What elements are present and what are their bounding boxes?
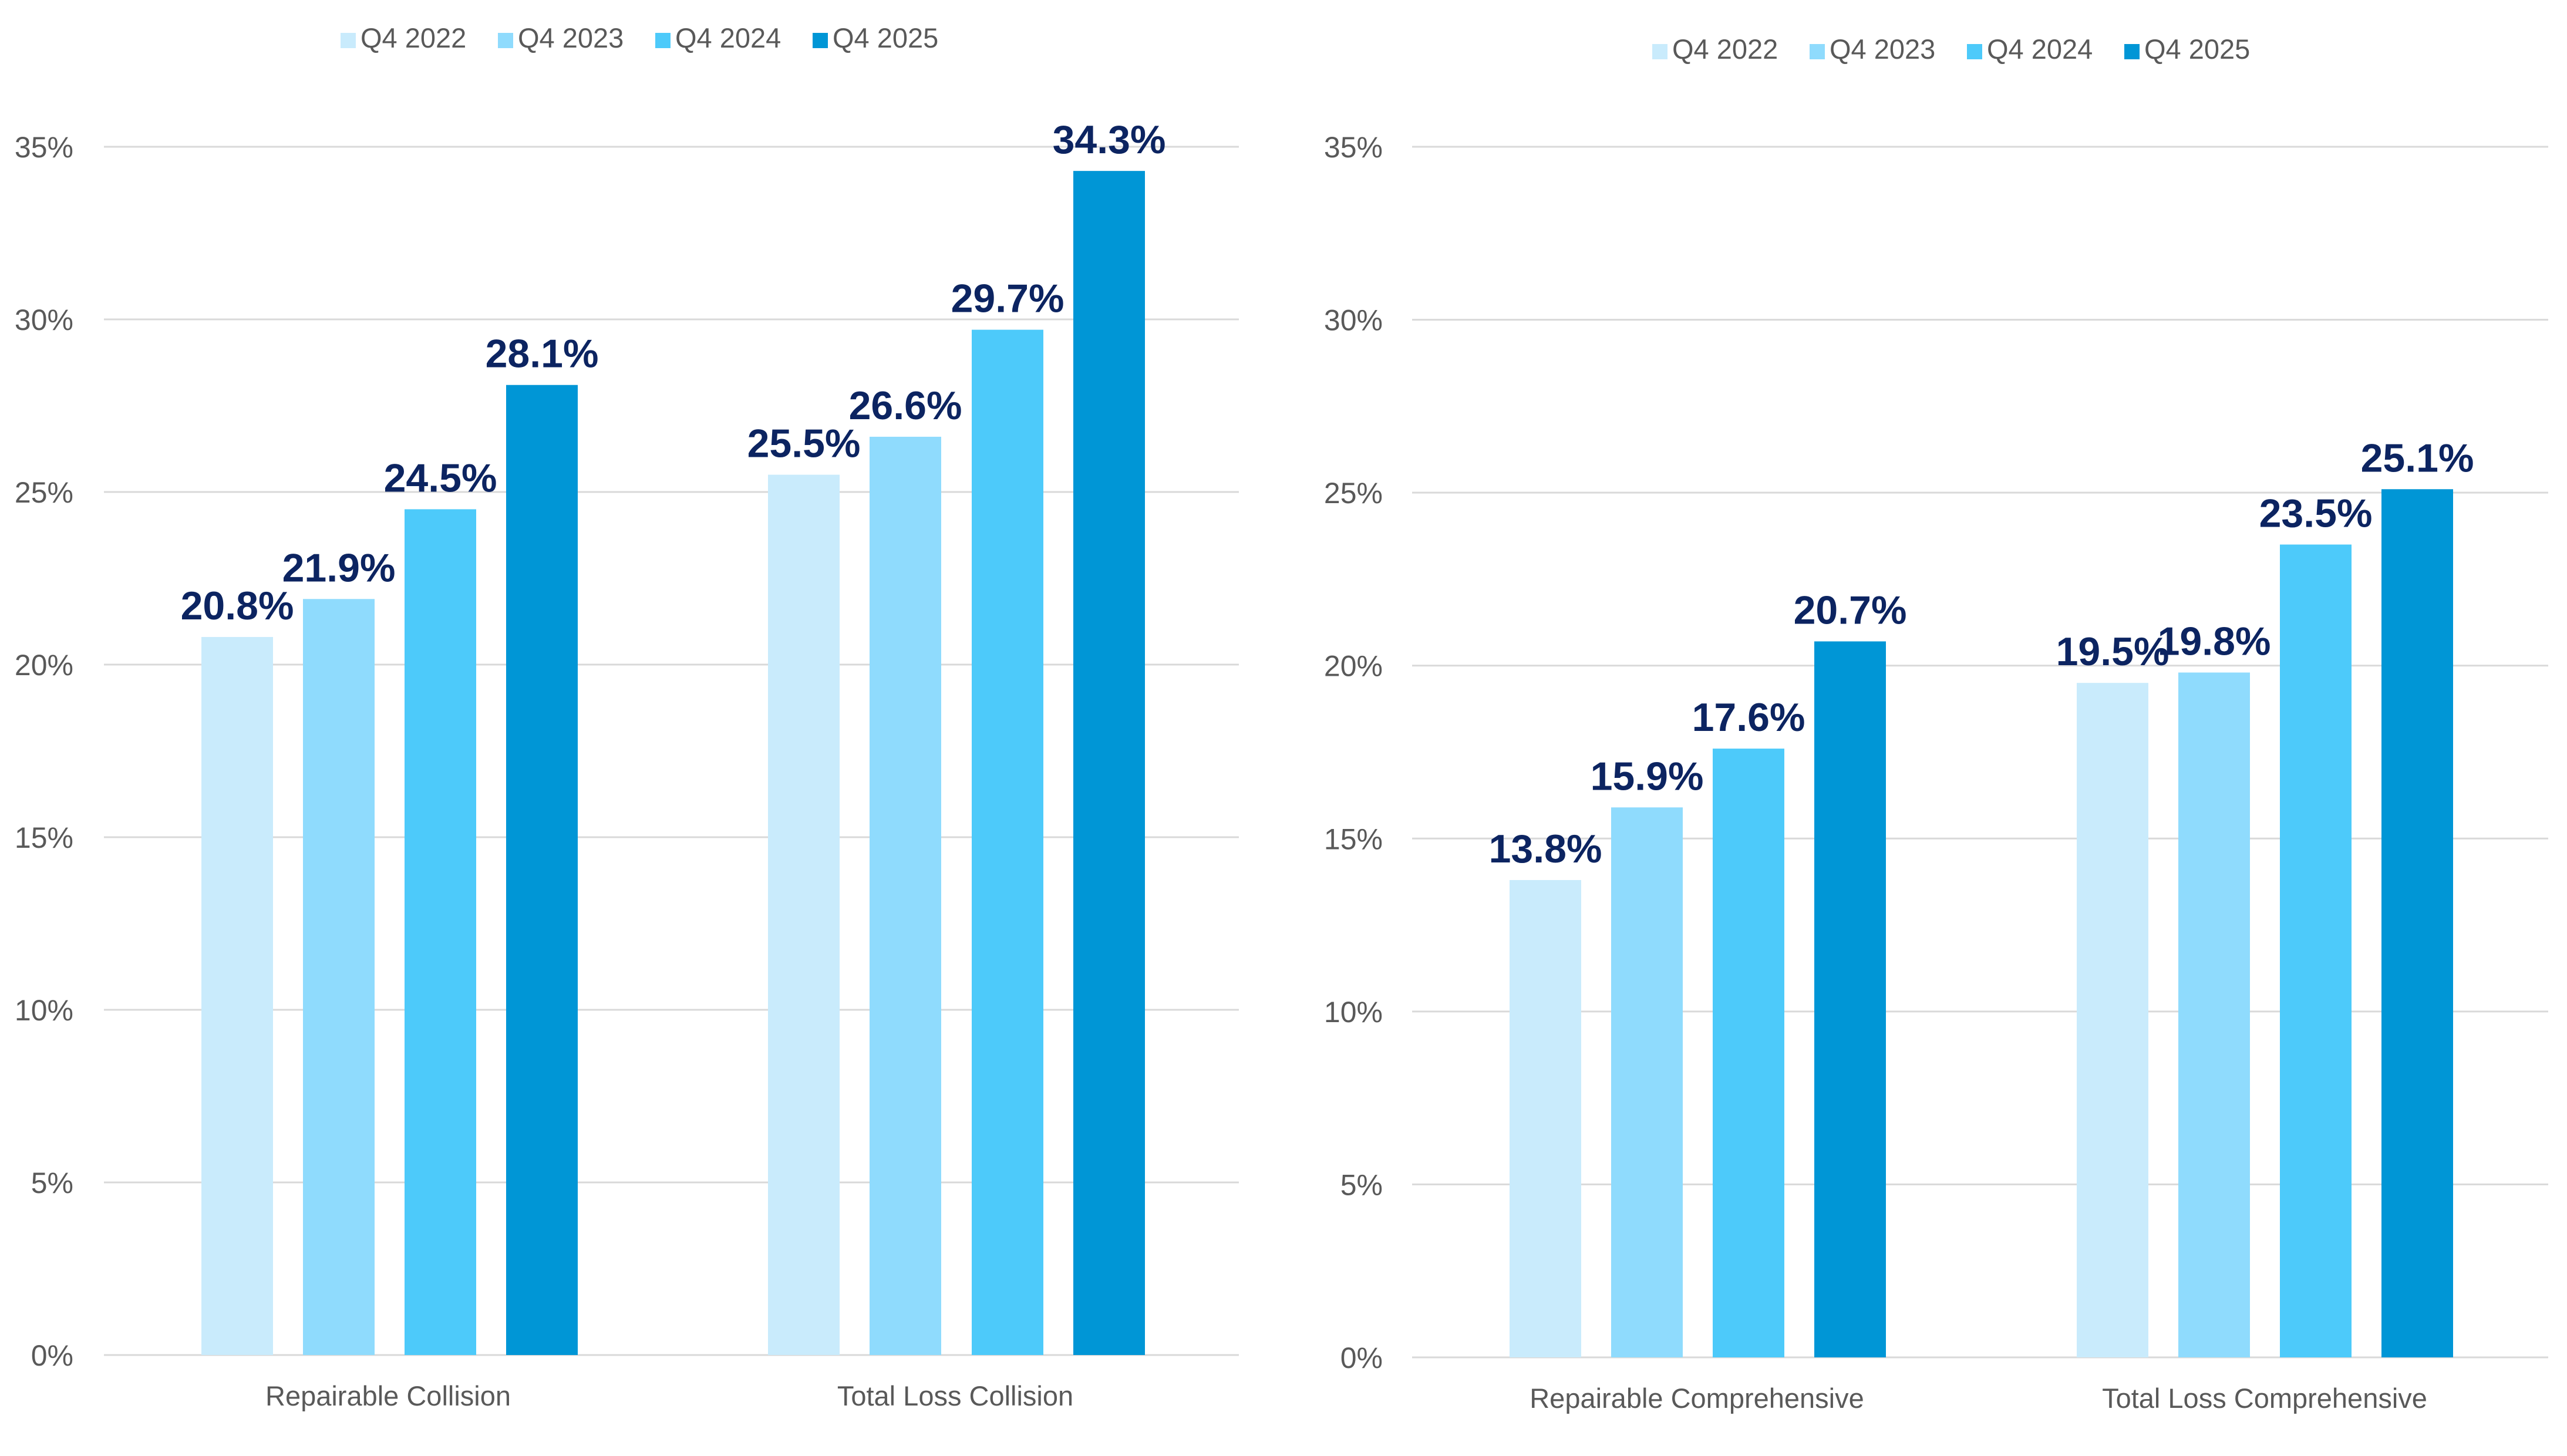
y-tick-label: 25% (1324, 477, 1383, 510)
legend-swatch (2124, 44, 2140, 59)
data-label: 29.7% (951, 277, 1064, 321)
data-label: 20.7% (1794, 588, 1907, 632)
legend-entry: Q4 2025 (833, 22, 938, 53)
y-tick-label: 25% (15, 476, 73, 509)
bar (2077, 683, 2148, 1357)
legend-entry: Q4 2024 (675, 22, 781, 53)
bar (870, 436, 941, 1356)
bar (768, 474, 840, 1355)
chart-1: 0% 5% 10% 15% 20% 25% 30% 35% 20.8% 25.5% 21.9% 26.… (15, 22, 1239, 1411)
y-tick-label: 15% (1324, 823, 1383, 855)
bar (2280, 544, 2352, 1357)
y-tick-label: 20% (15, 649, 73, 682)
legend-swatch (341, 33, 356, 48)
x-category-label: Repairable Collision (265, 1380, 511, 1411)
bar (201, 636, 273, 1355)
data-label: 20.8% (181, 584, 294, 628)
y-tick-label: 15% (15, 821, 73, 854)
legend-swatch (655, 33, 671, 48)
y-tick-label: 0% (1340, 1342, 1383, 1374)
bar (972, 329, 1043, 1355)
data-label: 34.3% (1053, 117, 1166, 162)
data-label: 25.5% (747, 422, 861, 466)
x-category-label: Total Loss Collision (837, 1380, 1073, 1411)
data-label: 19.5% (2056, 629, 2170, 674)
bar (405, 509, 476, 1355)
data-label: 21.9% (282, 545, 396, 590)
legend-entry: Q4 2022 (361, 22, 466, 53)
chart-2: 0% 5% 10% 15% 20% 25% 30% 35% 13.8% 19.5% 15.9% 19.… (1324, 33, 2548, 1414)
y-tick-label: 5% (1340, 1168, 1383, 1201)
legend-entry: Q4 2025 (2144, 33, 2250, 65)
data-label: 28.1% (486, 332, 599, 376)
data-label: 25.1% (2361, 436, 2474, 480)
x-category-label: Repairable Comprehensive (1530, 1383, 1864, 1414)
y-tick-label: 10% (1324, 996, 1383, 1029)
legend-swatch (1967, 44, 1982, 59)
data-label: 17.6% (1692, 695, 1805, 740)
y-tick-label: 35% (1324, 131, 1383, 164)
legend-entry: Q4 2023 (1830, 33, 1935, 65)
data-label: 24.5% (384, 456, 497, 500)
data-label: 19.8% (2158, 619, 2271, 663)
x-category-label: Total Loss Comprehensive (2102, 1383, 2427, 1414)
legend-swatch (813, 33, 828, 48)
y-tick-label: 5% (31, 1167, 73, 1199)
y-tick-label: 20% (1324, 650, 1383, 683)
data-label: 26.6% (849, 383, 962, 428)
bar (1611, 807, 1683, 1357)
legend-entry: Q4 2022 (1672, 33, 1778, 65)
legend-swatch (1652, 44, 1667, 59)
legend-swatch (1810, 44, 1825, 59)
data-label: 15.9% (1591, 754, 1704, 798)
bar (1510, 879, 1581, 1357)
legend-entry: Q4 2023 (518, 22, 624, 53)
y-tick-label: 35% (15, 131, 73, 164)
bar (1073, 171, 1145, 1355)
data-label: 23.5% (2259, 491, 2373, 536)
legend-entry: Q4 2024 (1987, 33, 2093, 65)
y-tick-label: 0% (31, 1339, 73, 1372)
y-tick-label: 10% (15, 994, 73, 1027)
legend-swatch (498, 33, 513, 48)
data-label: 13.8% (1489, 827, 1602, 871)
y-tick-label: 30% (1324, 304, 1383, 337)
bar (2381, 489, 2453, 1357)
bar (303, 599, 375, 1355)
bar (2178, 672, 2250, 1357)
bar (506, 385, 578, 1355)
bar (1814, 641, 1886, 1357)
y-tick-label: 30% (15, 304, 73, 336)
bar (1713, 749, 1784, 1357)
